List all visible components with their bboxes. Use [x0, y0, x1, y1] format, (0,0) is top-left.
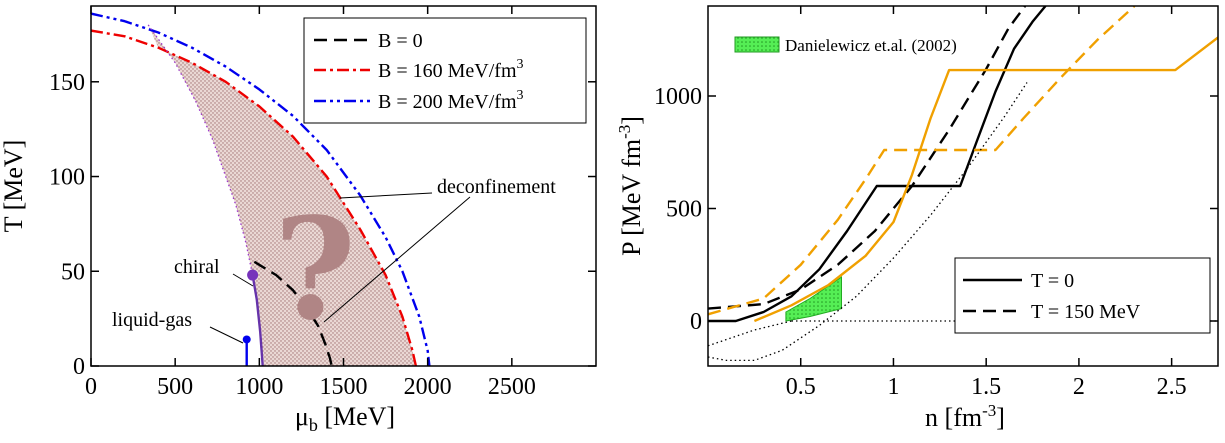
annotation-liquid-gas: liquid-gas — [112, 309, 192, 331]
series-dotted-curve — [708, 82, 1028, 362]
right-legend: T = 0 T = 150 MeV — [954, 257, 1211, 334]
band-legend-label: Danielewicz et.al. (2002) — [785, 36, 957, 55]
legend-label-b160: B = 160 MeV/fm3 — [378, 57, 524, 82]
legend-label-t150: T = 150 MeV — [1031, 301, 1141, 323]
right-y-tick-label: 500 — [666, 197, 702, 223]
left-legend-box — [303, 17, 587, 124]
series-chiral — [251, 274, 264, 366]
left-x-tick-label: 2500 — [488, 374, 536, 400]
right-x-tick-label: 1.5 — [971, 374, 1001, 400]
right-x-tick-label: 0.5 — [786, 374, 816, 400]
series-dotted-start — [708, 320, 792, 347]
series-orange-solid — [753, 36, 1218, 323]
left-y-tick-label: 50 — [61, 259, 85, 285]
legend-label-t0: T = 0 — [1031, 270, 1074, 292]
right-y-tick-label: 0 — [690, 309, 702, 335]
series-b0 — [253, 260, 333, 366]
point-chiral-endpoint — [247, 269, 259, 281]
left-series-group — [91, 12, 431, 366]
right-panel-pressure: 0.5 1 1.5 2 2.5 0 500 1000 Danielewicz et.al. (… — [615, 5, 1219, 432]
series-b200 — [91, 12, 431, 366]
uncertainty-area — [148, 24, 416, 366]
left-y-tick-label: 100 — [49, 165, 85, 191]
left-points-group — [242, 269, 259, 344]
left-panel-phase-diagram: ? 0 500 1000 1500 2000 2500 0 50 100 150 deconfin… — [0, 5, 597, 435]
left-x-tick-label: 1500 — [320, 374, 368, 400]
right-x-tick-label: 1 — [887, 374, 899, 400]
chiral-pointer — [232, 273, 254, 287]
series-black-solid — [708, 6, 1047, 323]
annotation-chiral: chiral — [174, 256, 220, 278]
right-plot-frame — [707, 5, 1219, 367]
right-legend-box — [954, 257, 1211, 334]
left-y-axis-label: T [MeV] — [0, 140, 28, 233]
right-y-axis-label: P [MeV fm-3] — [615, 116, 646, 256]
question-mark: ? — [274, 188, 356, 352]
danielewicz-band — [785, 276, 842, 322]
danielewicz-band-area — [785, 276, 842, 322]
left-legend: B = 0 B = 160 MeV/fm3 B = 200 MeV/fm3 — [303, 17, 587, 124]
left-ticks-group: 0 500 1000 1500 2000 2500 0 50 100 150 — [49, 6, 596, 400]
right-x-tick-label: 2.5 — [1157, 374, 1187, 400]
right-ticks-group: 0.5 1 1.5 2 2.5 0 500 1000 — [654, 6, 1218, 400]
liquid-gas-pointer — [209, 326, 244, 344]
left-x-axis-label: μb [MeV] — [295, 402, 395, 435]
series-b160 — [91, 29, 418, 366]
series-orange-dashed — [708, 6, 1136, 316]
right-x-tick-label: 2 — [1073, 374, 1085, 400]
legend-label-b0: B = 0 — [378, 30, 423, 52]
left-x-tick-label: 500 — [157, 374, 193, 400]
band-legend-swatch — [734, 36, 780, 53]
uncertainty-region — [148, 24, 416, 366]
right-y-tick-label: 1000 — [654, 84, 702, 110]
legend-label-b200: B = 200 MeV/fm3 — [378, 88, 524, 113]
left-x-tick-label: 0 — [85, 374, 97, 400]
deconfinement-pointer-1 — [339, 192, 433, 199]
point-liquid-gas-endpoint — [242, 335, 251, 344]
right-x-axis-label: n [fm-3] — [925, 401, 1005, 432]
deconfinement-pointer-2 — [323, 196, 471, 323]
left-x-tick-label: 1000 — [235, 374, 283, 400]
left-y-tick-label: 0 — [73, 354, 85, 380]
annotation-deconfinement: deconfinement — [437, 176, 556, 198]
series-black-dashed — [708, 6, 1027, 310]
right-series-group — [708, 6, 1218, 362]
left-y-tick-label: 150 — [49, 70, 85, 96]
left-x-tick-label: 2000 — [404, 374, 452, 400]
